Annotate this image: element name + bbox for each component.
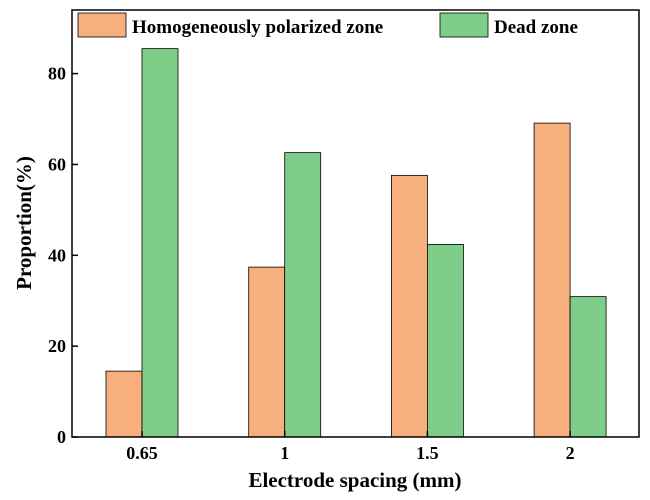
- bar-homogeneously-polarized-0_65: [105, 370, 143, 438]
- legend-swatch-homogeneously-polarized: [77, 12, 127, 38]
- bar-homogeneously-polarized-1: [248, 266, 286, 438]
- x-tick-label: 1: [280, 443, 289, 463]
- y-tick-label: 20: [48, 336, 66, 356]
- bar-homogeneously-polarized-1_5: [390, 174, 428, 438]
- y-tick-label: 0: [57, 427, 66, 447]
- x-axis-title: Electrode spacing (mm): [248, 468, 461, 492]
- bar-dead-zone-0_65: [141, 48, 179, 438]
- y-tick-label: 40: [48, 245, 66, 265]
- bars-group: [105, 48, 607, 438]
- legend-label-homogeneously-polarized: Homogeneously polarized zone: [132, 17, 383, 38]
- legend: Homogeneously polarized zone Dead zone: [77, 12, 578, 38]
- x-tick-label: 1.5: [416, 443, 439, 463]
- bar-homogeneously-polarized-2: [533, 122, 571, 438]
- bar-dead-zone-2: [569, 296, 607, 438]
- x-axis-ticks: 0.65 1 1.5 2: [126, 431, 575, 463]
- y-tick-label: 80: [48, 64, 66, 84]
- y-axis-ticks: 0 20 40 60 80: [48, 64, 78, 447]
- x-tick-label: 0.65: [126, 443, 158, 463]
- legend-swatch-dead-zone: [439, 12, 489, 38]
- plot-frame: [71, 9, 640, 438]
- y-axis-title: Proportion(%): [12, 156, 36, 290]
- bar-dead-zone-1: [284, 152, 322, 438]
- bar-dead-zone-1_5: [426, 243, 464, 438]
- y-tick-label: 60: [48, 154, 66, 174]
- x-tick-label: 2: [566, 443, 575, 463]
- legend-label-dead-zone: Dead zone: [494, 17, 578, 38]
